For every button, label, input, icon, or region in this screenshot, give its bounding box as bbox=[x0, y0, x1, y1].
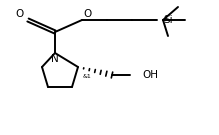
Text: O: O bbox=[84, 9, 92, 19]
Text: &1: &1 bbox=[83, 75, 92, 80]
Text: OH: OH bbox=[142, 70, 158, 80]
Text: N: N bbox=[51, 54, 59, 64]
Text: O: O bbox=[16, 9, 24, 19]
Text: Si: Si bbox=[163, 15, 173, 25]
